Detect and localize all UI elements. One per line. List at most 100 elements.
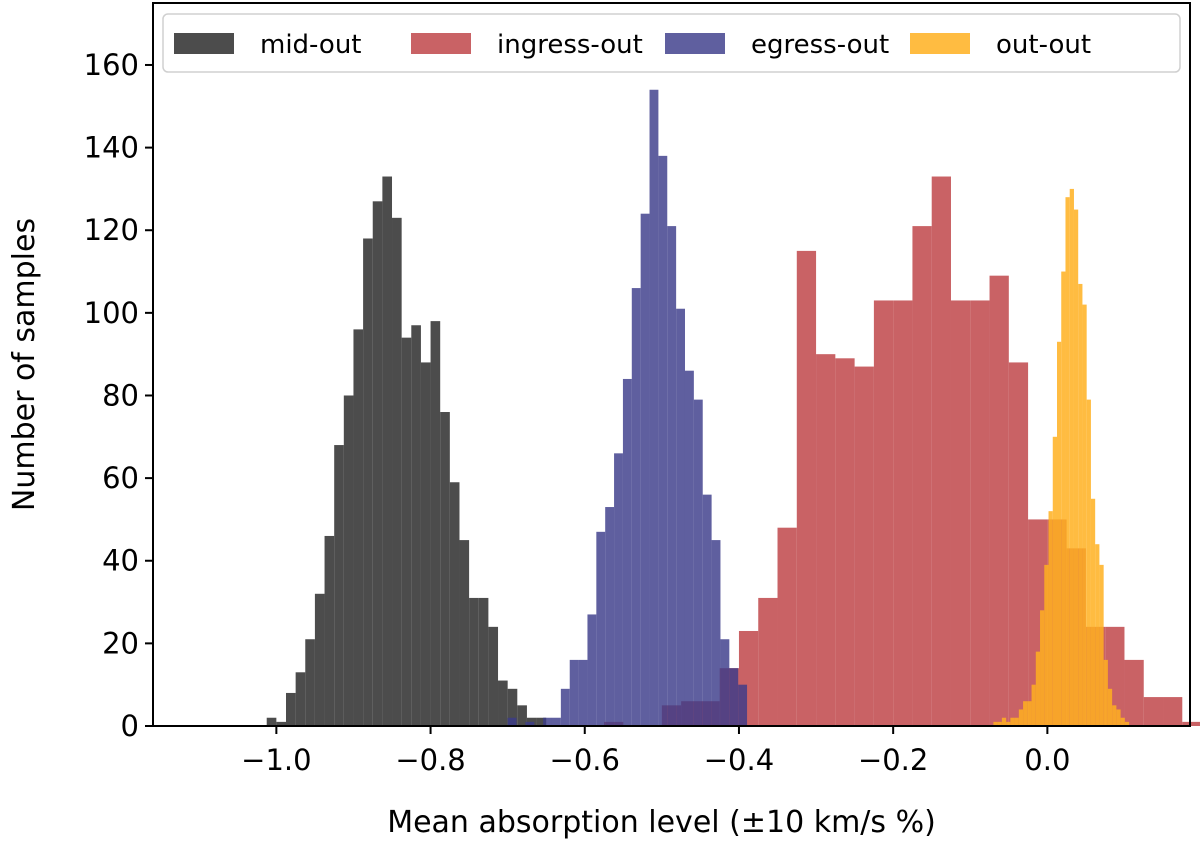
bar-ingress-out-12: [835, 358, 855, 726]
plot-frame: [152, 2, 1191, 727]
legend-swatch: [665, 33, 725, 54]
bar-egress-out-25: [729, 668, 739, 726]
bar-egress-out-23: [711, 540, 721, 726]
x-tick-label: −0.4: [704, 743, 774, 777]
bar-egress-out-8: [578, 659, 588, 726]
bar-out-out-12: [1044, 564, 1049, 726]
bar-out-out-19: [1073, 209, 1079, 726]
bar-out-out-2: [1001, 717, 1007, 726]
y-tick-label: 100: [84, 296, 139, 330]
bar-out-out-31: [1124, 721, 1130, 726]
bar-egress-out-10: [596, 531, 606, 726]
bar-out-out-21: [1082, 304, 1087, 726]
bar-out-out-27: [1107, 688, 1113, 726]
bar-mid-out-9: [353, 329, 364, 726]
y-tick-label: 140: [84, 131, 139, 165]
bar-egress-out-2: [525, 721, 535, 726]
bar-ingress-out-20: [989, 275, 1009, 726]
bar-egress-out-20: [684, 370, 694, 726]
bar-out-out-29: [1116, 709, 1121, 726]
bar-mid-out-7: [334, 445, 344, 726]
bar-ingress-out-17: [931, 176, 951, 726]
legend-swatch: [910, 33, 970, 54]
series-egress-out: [507, 89, 748, 727]
legend: mid-out ingress-out egress-out out-out: [162, 13, 1181, 73]
legend-swatch: [174, 33, 234, 54]
y-tick-label: 40: [102, 544, 139, 578]
bar-ingress-out-9: [777, 527, 797, 726]
bar-mid-out-0: [266, 717, 277, 726]
bar-mid-out-13: [392, 217, 402, 726]
bar-mid-out-8: [343, 395, 354, 726]
bar-ingress-out-11: [816, 354, 836, 726]
legend-entry-mid-out: mid-out: [174, 30, 362, 60]
bar-out-out-15: [1057, 341, 1062, 726]
bar-mid-out-16: [420, 362, 431, 726]
bar-out-out-11: [1040, 610, 1045, 726]
bar-out-out-17: [1065, 197, 1070, 726]
bar-egress-out-17: [658, 155, 668, 727]
legend-label: ingress-out: [497, 30, 643, 60]
bar-mid-out-4: [305, 639, 315, 726]
axes-layer: −1.0 −0.8 −0.6 −0.4 −0.2 0.0 0 20 40 60 80 100 120 14…: [7, 2, 1191, 840]
bar-out-out-16: [1061, 271, 1066, 726]
bar-mid-out-24: [498, 680, 508, 726]
bar-ingress-out-10: [796, 250, 817, 726]
bar-mid-out-3: [295, 672, 306, 726]
bar-egress-out-22: [702, 494, 712, 726]
bar-out-out-1: [997, 721, 1002, 726]
bar-egress-out-12: [614, 453, 623, 726]
bar-out-out-30: [1120, 717, 1125, 726]
y-tick-label: 80: [102, 378, 139, 412]
bar-ingress-out-29: [1163, 697, 1183, 726]
bar-mid-out-2: [286, 692, 296, 726]
bar-out-out-10: [1035, 651, 1041, 726]
bar-egress-out-26: [738, 684, 748, 726]
bar-egress-out-16: [649, 89, 659, 726]
bar-mid-out-26: [517, 705, 527, 726]
bar-ingress-out-15: [893, 300, 913, 726]
bar-ingress-out-21: [1008, 362, 1029, 726]
bar-egress-out-5: [551, 717, 561, 726]
bar-egress-out-6: [560, 688, 570, 726]
y-tick-label: 20: [102, 626, 139, 660]
bar-egress-out-14: [631, 288, 641, 726]
bar-mid-out-6: [324, 535, 335, 726]
bar-mid-out-19: [449, 482, 460, 726]
bar-out-out-9: [1031, 684, 1036, 726]
series-out-out: [993, 188, 1130, 726]
bar-ingress-out-27: [1124, 659, 1144, 726]
x-tick-label: −0.8: [395, 743, 465, 777]
y-tick-label: 0: [121, 709, 139, 743]
bar-egress-out-0: [507, 717, 517, 726]
bar-ingress-out-14: [873, 300, 894, 726]
legend-swatch: [411, 33, 471, 54]
y-tick-label: 60: [102, 461, 139, 495]
x-axis-label: Mean absorption level (±10 km/s %): [387, 805, 936, 840]
bar-mid-out-22: [478, 597, 489, 726]
bar-out-out-7: [1023, 701, 1028, 726]
bar-mid-out-23: [488, 626, 499, 726]
bar-out-out-25: [1099, 564, 1104, 726]
bar-out-out-13: [1048, 511, 1053, 726]
bar-ingress-out-16: [912, 226, 932, 726]
bar-mid-out-20: [459, 540, 470, 726]
y-axis-label: Number of samples: [7, 218, 42, 511]
bar-mid-out-14: [401, 337, 412, 726]
bar-mid-out-1: [276, 721, 286, 726]
bar-ingress-out-8: [758, 597, 778, 726]
bar-egress-out-15: [640, 213, 650, 726]
bar-egress-out-24: [720, 639, 730, 726]
bar-ingress-out-13: [854, 366, 874, 726]
bar-out-out-3: [1006, 721, 1011, 726]
bar-mid-out-15: [411, 325, 421, 726]
bar-egress-out-7: [569, 659, 579, 726]
bar-out-out-22: [1086, 399, 1091, 726]
x-tick-label: 0.0: [1024, 743, 1070, 777]
bar-mid-out-21: [469, 597, 479, 726]
x-tick-label: −1.0: [241, 743, 311, 777]
bar-egress-out-9: [587, 614, 597, 726]
bar-out-out-14: [1052, 436, 1057, 726]
bar-mid-out-18: [440, 412, 450, 726]
